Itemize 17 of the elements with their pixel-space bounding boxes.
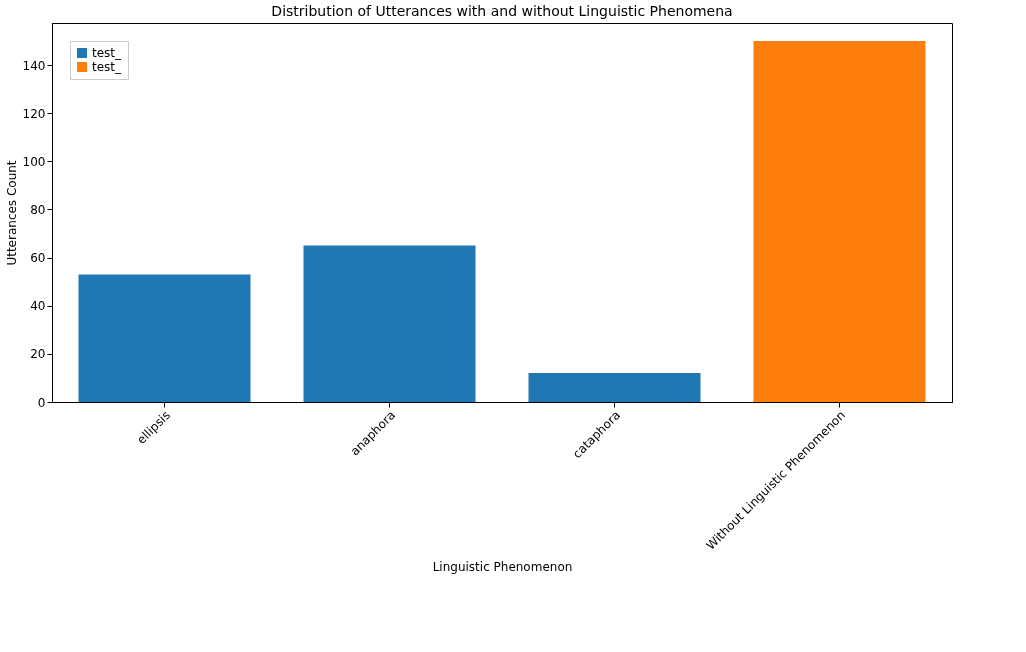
y-tick-label: 100 <box>22 154 46 169</box>
y-tick-label: 80 <box>30 202 46 217</box>
y-tick-label: 40 <box>30 299 46 314</box>
y-tick-label: 120 <box>22 106 46 121</box>
y-axis-title: Utterances Count <box>4 160 19 266</box>
bar <box>528 373 701 402</box>
chart-title: Distribution of Utterances with and without Linguistic Phenomena <box>271 3 733 19</box>
legend-label: test_ <box>92 60 123 74</box>
bar <box>303 245 476 402</box>
y-tick-label: 60 <box>30 251 46 266</box>
bar <box>753 41 926 402</box>
y-tick-label: 140 <box>22 58 46 73</box>
y-tick-label: 20 <box>30 347 46 362</box>
legend-label: test_ <box>92 46 123 60</box>
x-axis-title: Linguistic Phenomenon <box>432 559 573 574</box>
y-tick-label: 0 <box>37 395 46 410</box>
bar <box>78 274 251 402</box>
